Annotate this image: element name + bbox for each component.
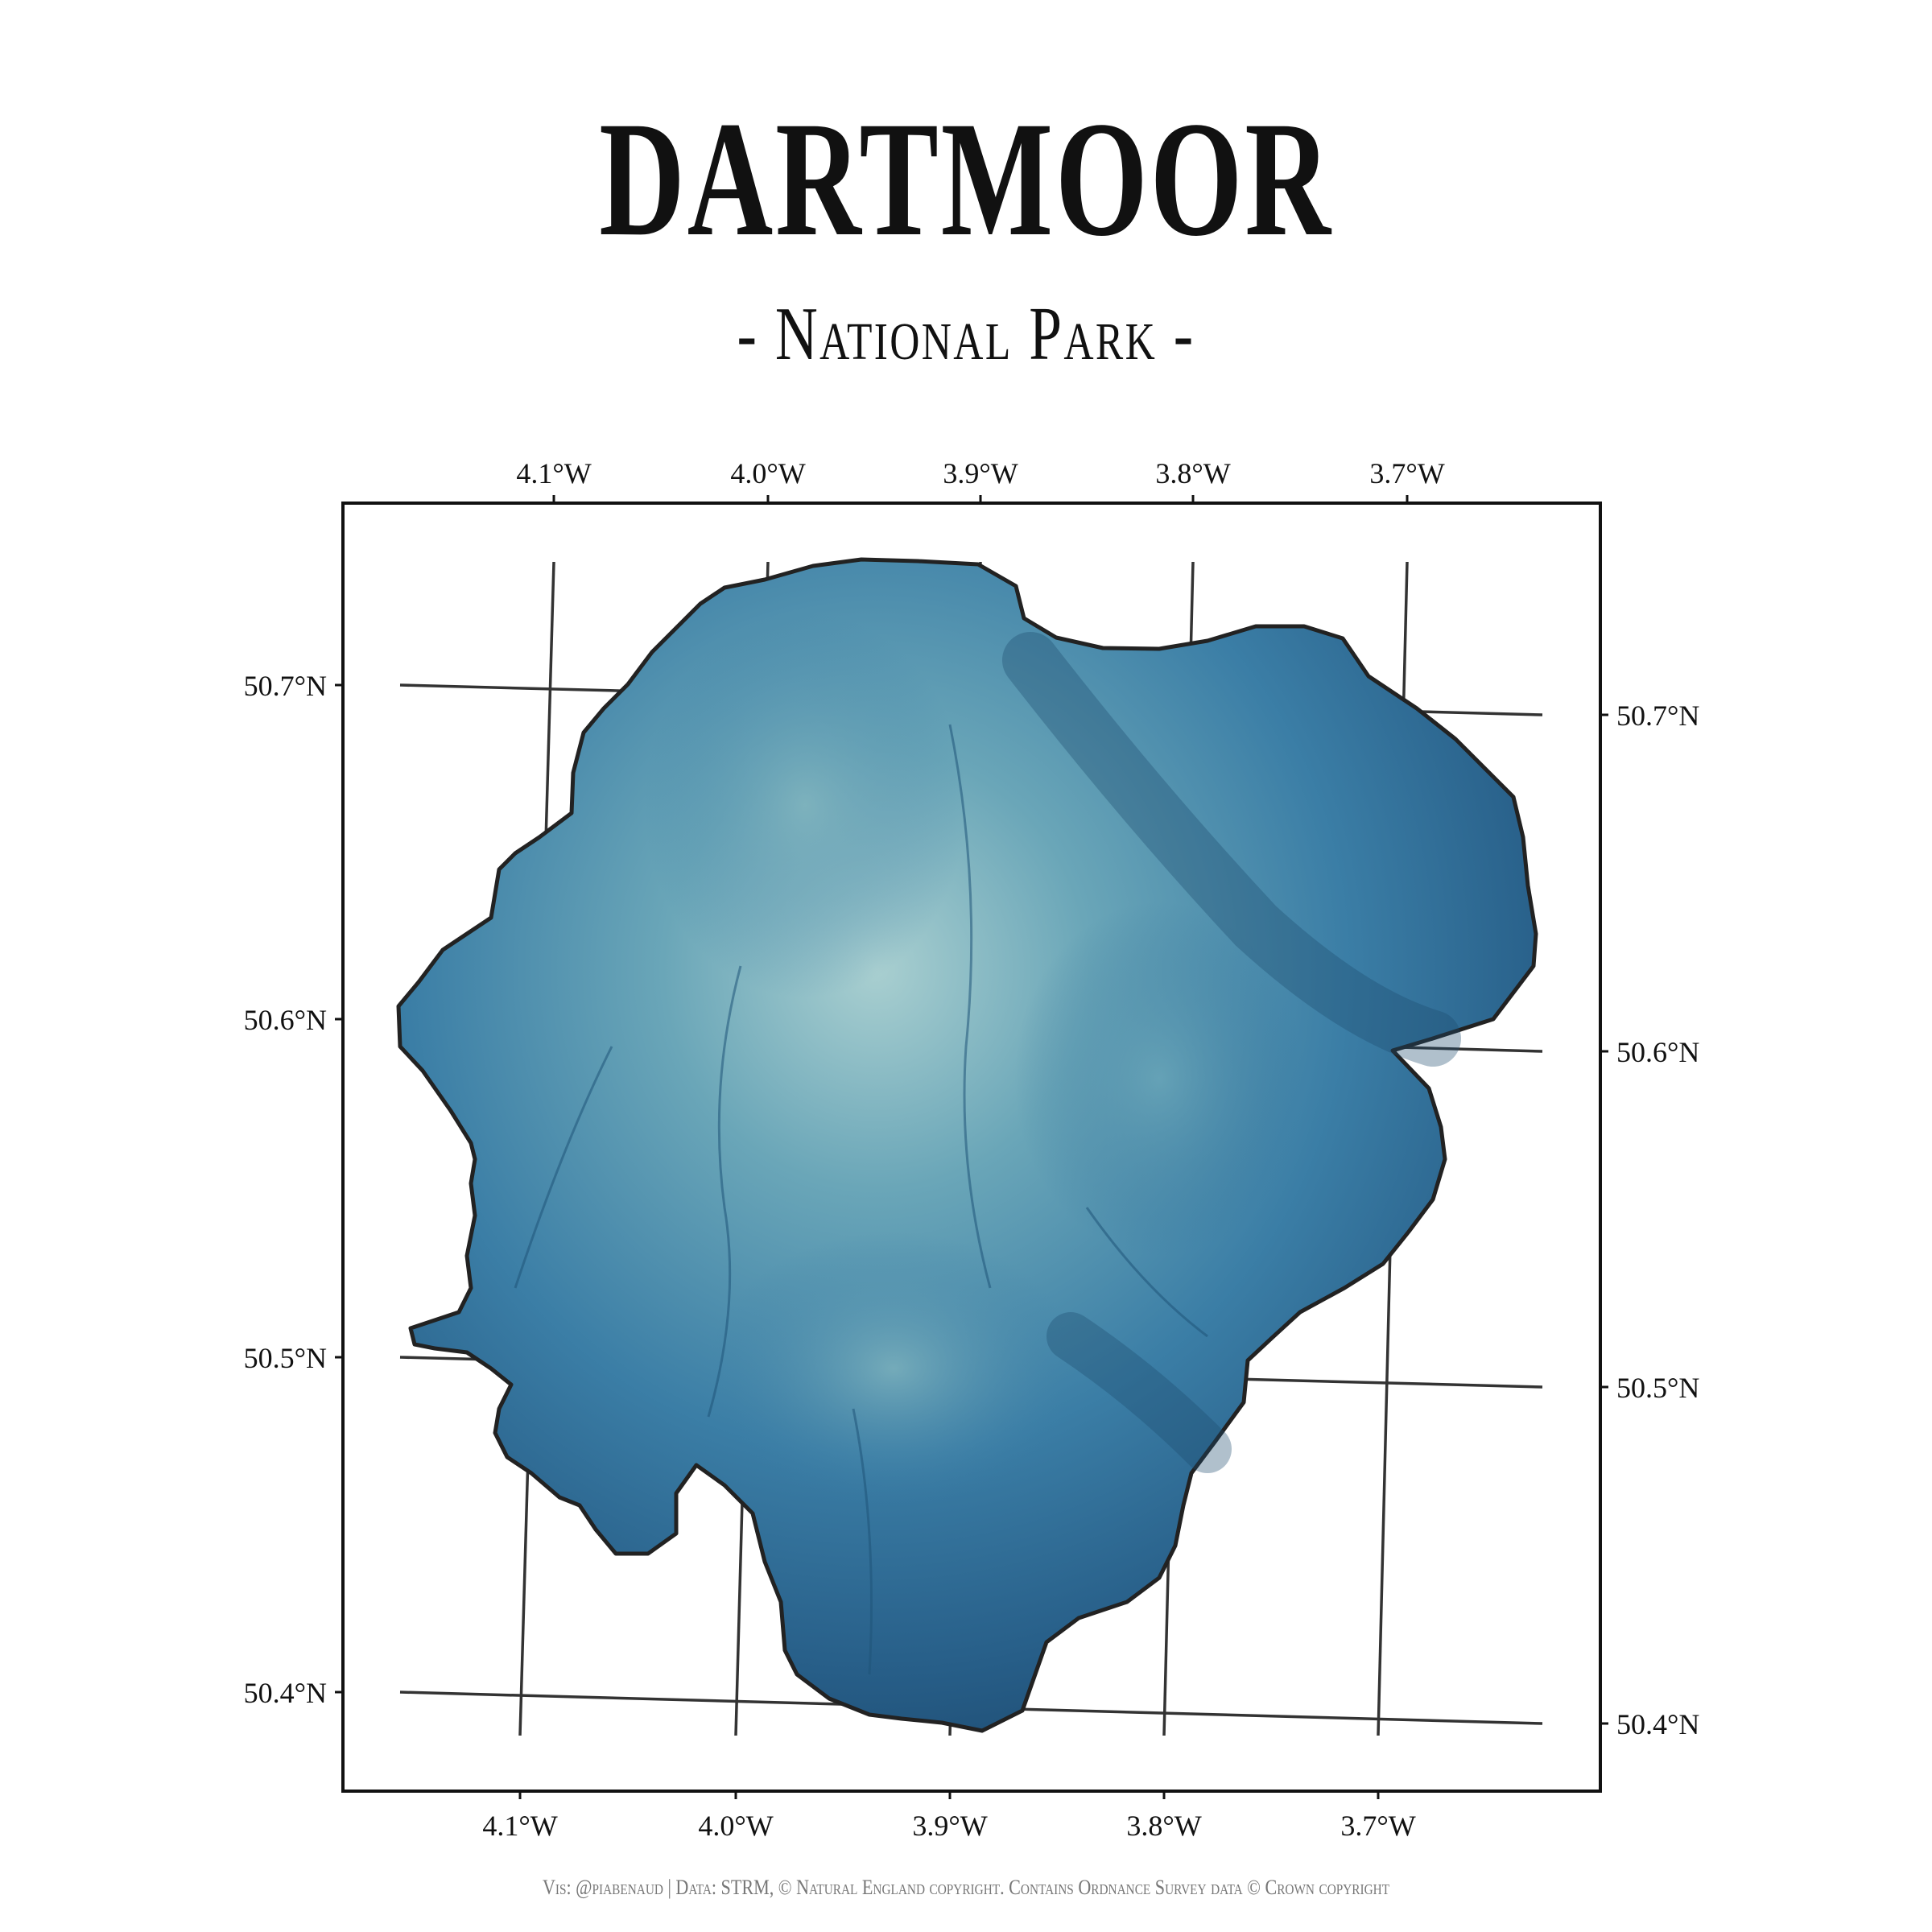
lat-label-left: 50.4°N <box>244 1677 327 1709</box>
lon-label-top: 3.9°W <box>943 457 1018 489</box>
top-longitude-labels: 4.1°W 4.0°W 3.9°W 3.8°W 3.7°W <box>516 457 1444 489</box>
lat-label-left: 50.5°N <box>244 1342 327 1374</box>
lon-label-top: 4.1°W <box>516 457 591 489</box>
map-panel-frame <box>341 502 1602 1793</box>
left-latitude-labels: 50.7°N 50.6°N 50.5°N 50.4°N <box>244 670 327 1709</box>
lat-label-right: 50.4°N <box>1616 1708 1699 1740</box>
lon-label-bottom: 3.8°W <box>1126 1810 1201 1842</box>
dartmoor-boundary <box>396 557 1538 1733</box>
bottom-longitude-labels: 4.1°W 4.0°W 3.9°W 3.8°W 3.7°W <box>482 1810 1415 1842</box>
lat-label-right: 50.7°N <box>1616 700 1699 732</box>
lat-label-right: 50.5°N <box>1616 1372 1699 1404</box>
map-subtitle: - National Park - <box>737 292 1195 376</box>
lon-label-bottom: 4.1°W <box>482 1810 557 1842</box>
x-ticks <box>518 495 1409 1799</box>
lat-label-left: 50.7°N <box>244 670 327 702</box>
right-latitude-labels: 50.7°N 50.6°N 50.5°N 50.4°N <box>1616 700 1699 1740</box>
lon-label-bottom: 3.7°W <box>1340 1810 1415 1842</box>
map-caption: Vis: @piabenaud | Data: STRM, © Natural … <box>542 1876 1390 1899</box>
lon-label-bottom: 4.0°W <box>698 1810 773 1842</box>
lon-label-bottom: 3.9°W <box>912 1810 987 1842</box>
y-ticks <box>335 683 1608 1725</box>
lon-label-top: 3.8°W <box>1155 457 1230 489</box>
lon-label-top: 3.7°W <box>1369 457 1444 489</box>
lon-label-top: 4.0°W <box>730 457 805 489</box>
lat-label-right: 50.6°N <box>1616 1036 1699 1068</box>
lat-label-left: 50.6°N <box>244 1004 327 1036</box>
map-title: DARTMOOR <box>599 88 1333 270</box>
